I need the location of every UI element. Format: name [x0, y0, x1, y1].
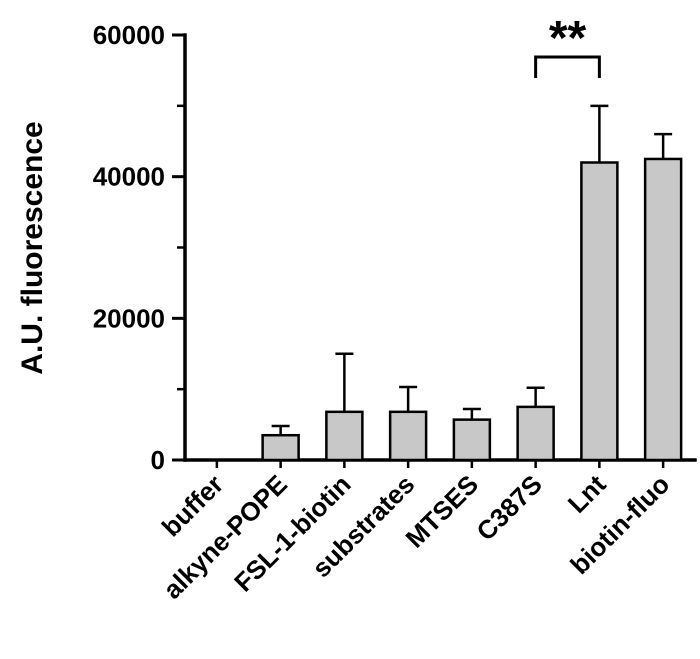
bar-MTSES [452, 418, 492, 462]
significance-bracket [534, 55, 601, 78]
category-label: C387S [470, 469, 547, 546]
y-tick-label: 60000 [93, 20, 165, 50]
bar-substrates [388, 410, 428, 462]
bar-alkyne-POPE [261, 433, 300, 462]
y-tick-label: 20000 [93, 303, 165, 333]
category-label: Lnt [562, 469, 612, 519]
bar-FSL-1-biotin [325, 410, 364, 462]
category-label: MTSES [400, 469, 485, 554]
y-tick-label: 0 [151, 445, 165, 475]
plot-area: 0200004000060000bufferalkyne-POPEFSL-1-b… [93, 12, 697, 605]
bar-biotin-fluo [643, 157, 683, 462]
significance-label: ** [549, 12, 587, 65]
bar-Lnt [580, 161, 619, 462]
bar-C387S [516, 405, 555, 462]
y-tick-label: 40000 [93, 162, 165, 192]
y-axis-title: A.U. fluorescence [16, 121, 49, 374]
